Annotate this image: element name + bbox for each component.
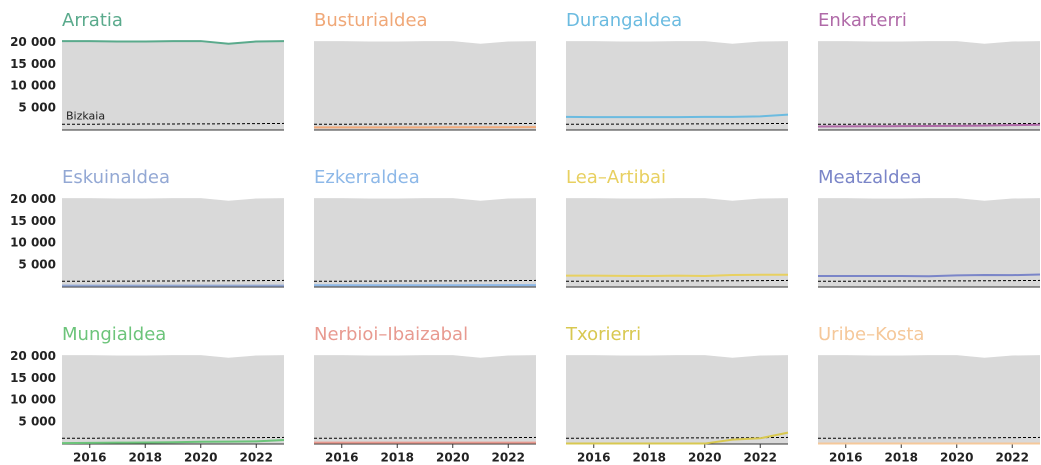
panel-title: Durangaldea: [566, 10, 682, 31]
panel-title: Busturialdea: [314, 10, 428, 31]
y-tick-label: 20 000: [10, 192, 56, 206]
panel-title: Nerbioi–Ibaizabal: [314, 324, 468, 345]
panel-title: Uribe–Kosta: [818, 324, 924, 345]
y-tick-label: 10 000: [10, 393, 56, 407]
envelope-area: [566, 41, 788, 130]
series-line: [566, 431, 789, 445]
series-line: [818, 273, 1041, 278]
y-tick-label: 20 000: [10, 35, 56, 49]
x-tick-label: 2018: [633, 451, 666, 465]
series-line: [566, 273, 788, 278]
envelope-area: [62, 41, 284, 130]
series-line: [62, 40, 285, 45]
envelope-area: [566, 198, 788, 287]
reference-line: [817, 122, 1041, 125]
y-tick-label: 20 000: [10, 349, 56, 363]
panel-title: Eskuinaldea: [62, 167, 170, 188]
x-tick-label: 2016: [829, 451, 862, 465]
envelope-area: [818, 198, 1040, 287]
reference-line: [565, 122, 789, 125]
envelope-area: [314, 355, 536, 444]
y-tick-label: 15 000: [10, 214, 56, 228]
series-line: [61, 439, 285, 445]
reference-line: [565, 436, 789, 439]
reference-line: [61, 436, 285, 439]
envelope-area: [314, 41, 536, 130]
x-tick-label: 2020: [184, 451, 217, 465]
reference-label: Bizkaia: [66, 109, 105, 122]
x-tick-label: 2016: [73, 451, 106, 465]
x-tick-label: 2022: [996, 451, 1029, 465]
panel-title: Enkarterri: [818, 10, 907, 31]
reference-line: [313, 436, 537, 439]
y-tick-label: 15 000: [10, 57, 56, 71]
y-tick-label: 10 000: [10, 79, 56, 93]
panel-title: Ezkerraldea: [314, 167, 420, 188]
panel-title: Txorierri: [565, 324, 641, 345]
y-tick-label: 15 000: [10, 371, 56, 385]
envelope-area: [566, 355, 788, 444]
x-tick-label: 2020: [436, 451, 469, 465]
envelope-area: [818, 41, 1040, 130]
x-tick-label: 2022: [492, 451, 525, 465]
reference-line: [313, 279, 537, 282]
panel-title: Lea–Artibai: [566, 167, 666, 188]
series-line: [565, 113, 789, 119]
reference-line: [61, 122, 285, 125]
envelope-area: [62, 198, 284, 287]
series-line: [817, 123, 1041, 128]
x-tick-label: 2022: [240, 451, 273, 465]
x-tick-label: 2020: [688, 451, 721, 465]
reference-line: [565, 279, 789, 282]
x-tick-label: 2020: [940, 451, 973, 465]
y-tick-label: 10 000: [10, 236, 56, 250]
x-tick-label: 2016: [325, 451, 358, 465]
panel-title: Mungialdea: [62, 324, 166, 345]
y-tick-label: 5 000: [18, 258, 56, 272]
panel-title: Meatzaldea: [818, 167, 922, 188]
reference-line: [313, 122, 537, 125]
y-tick-label: 5 000: [18, 101, 56, 115]
reference-line: [817, 436, 1041, 439]
x-tick-label: 2018: [885, 451, 918, 465]
envelope-area: [314, 198, 536, 287]
x-tick-label: 2022: [744, 451, 777, 465]
x-tick-label: 2016: [577, 451, 610, 465]
envelope-area: [818, 355, 1040, 444]
y-tick-label: 5 000: [18, 415, 56, 429]
reference-line: [817, 279, 1041, 282]
panel-title: Arratia: [62, 10, 123, 31]
x-tick-label: 2018: [381, 451, 414, 465]
x-tick-label: 2018: [129, 451, 162, 465]
envelope-area: [62, 355, 284, 444]
reference-line: [61, 279, 285, 282]
